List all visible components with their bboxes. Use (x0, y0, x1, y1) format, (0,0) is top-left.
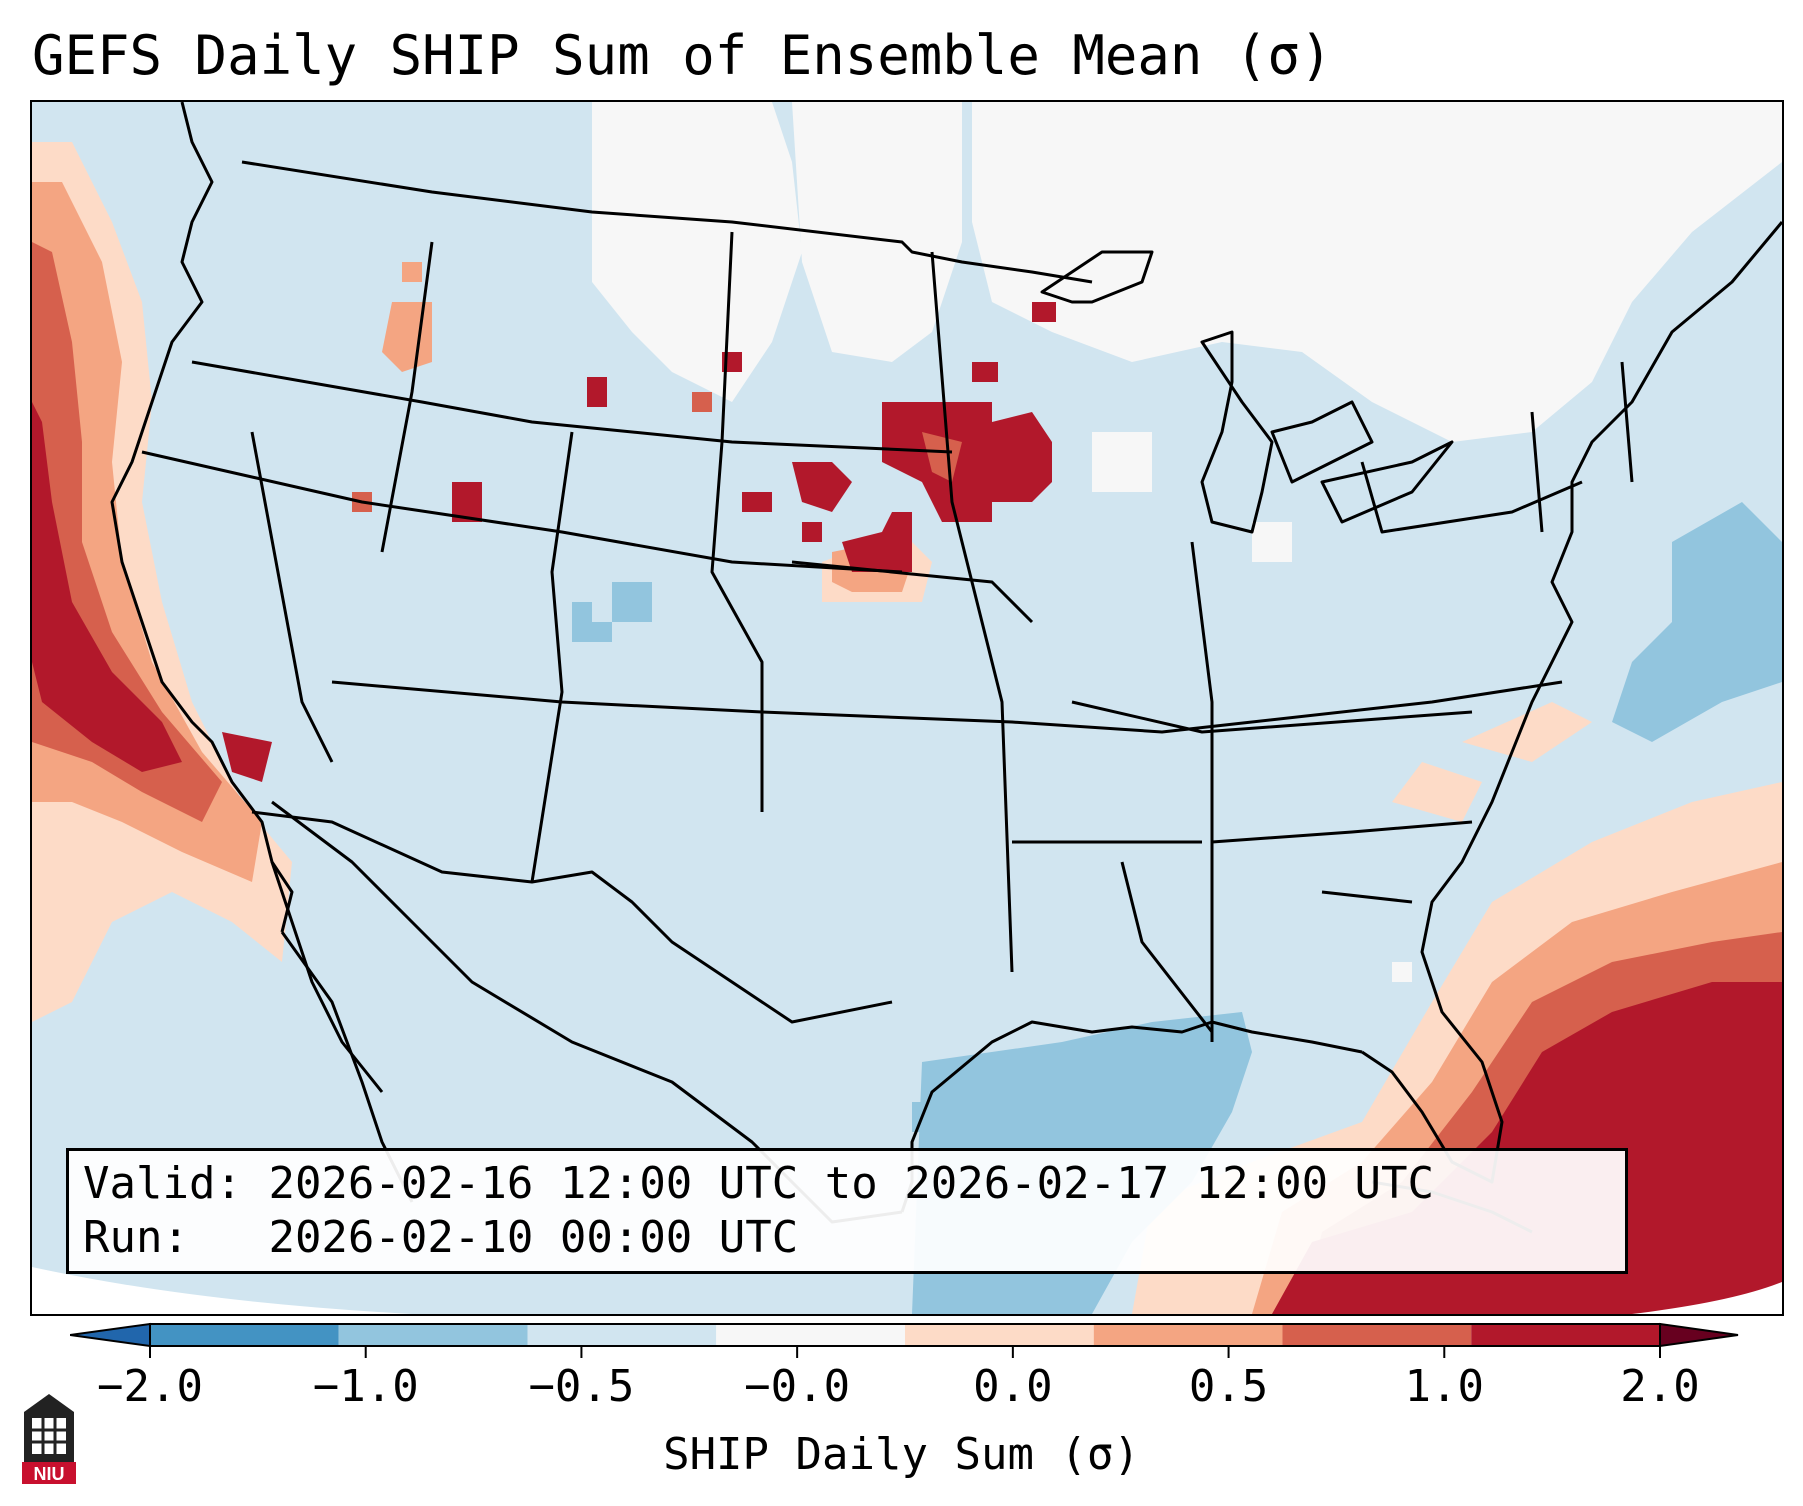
colorbar-tick-label: −1.0 (312, 1361, 419, 1412)
ship-anomaly-map (32, 102, 1782, 1314)
colorbar-segment (338, 1324, 528, 1346)
colorbar-tick-label: 0.0 (973, 1361, 1053, 1412)
colorbar-extend-high (1659, 1322, 1739, 1348)
colorbar-extend-low (70, 1322, 151, 1348)
neutral-areas (592, 102, 1782, 982)
colorbar-segment (716, 1324, 905, 1346)
map-title: GEFS Daily SHIP Sum of Ensemble Mean (σ) (32, 24, 1333, 87)
run-value: 2026-02-10 00:00 UTC (268, 1212, 799, 1263)
projection-edge-right (1632, 1282, 1782, 1314)
valid-value: 2026-02-16 12:00 UTC to 2026-02-17 12:00… (268, 1158, 1435, 1209)
valid-run-info-box: Valid: 2026-02-16 12:00 UTC to 2026-02-1… (66, 1148, 1628, 1274)
projection-edge-left (32, 1267, 412, 1314)
colorbar-segment (1093, 1324, 1283, 1346)
colorbar-segment (905, 1324, 1094, 1346)
colorbar-tick-label: −0.0 (744, 1361, 851, 1412)
logo-text: NIU (34, 1464, 65, 1484)
run-label: Run: (83, 1212, 189, 1263)
colorbar-segments (70, 1322, 1739, 1348)
colorbar-segment (150, 1324, 339, 1346)
colorbar-segment (1282, 1324, 1472, 1346)
colorbar-segment (1471, 1324, 1660, 1346)
colorbar-segment (527, 1324, 717, 1346)
colorbar-tick-label: −0.5 (528, 1361, 635, 1412)
colorbar-outline (149, 1323, 1661, 1347)
colorado-negative-anomaly (572, 582, 652, 642)
colorbar-tick-label: 1.0 (1404, 1361, 1485, 1412)
niu-logo: NIU (22, 1394, 76, 1484)
map-panel (30, 100, 1784, 1316)
colorbar-tick-marks (149, 1346, 1661, 1358)
valid-line: Valid: 2026-02-16 12:00 UTC to 2026-02-1… (83, 1157, 1611, 1211)
run-line: Run: 2026-02-10 00:00 UTC (83, 1211, 1611, 1265)
valid-label: Valid: (83, 1158, 242, 1209)
colorbar-tick-label: 2.0 (1620, 1361, 1700, 1412)
colorbar (70, 1322, 1739, 1358)
pacific-positive-anomaly (32, 142, 422, 1022)
colorbar-tick-label: −2.0 (97, 1361, 203, 1412)
colorbar-label: SHIP Daily Sum (σ) (663, 1429, 1140, 1480)
colorbar-tick-label: 0.5 (1188, 1361, 1269, 1412)
